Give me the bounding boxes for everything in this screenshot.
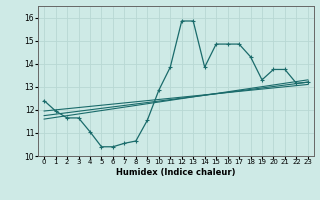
X-axis label: Humidex (Indice chaleur): Humidex (Indice chaleur)	[116, 168, 236, 177]
